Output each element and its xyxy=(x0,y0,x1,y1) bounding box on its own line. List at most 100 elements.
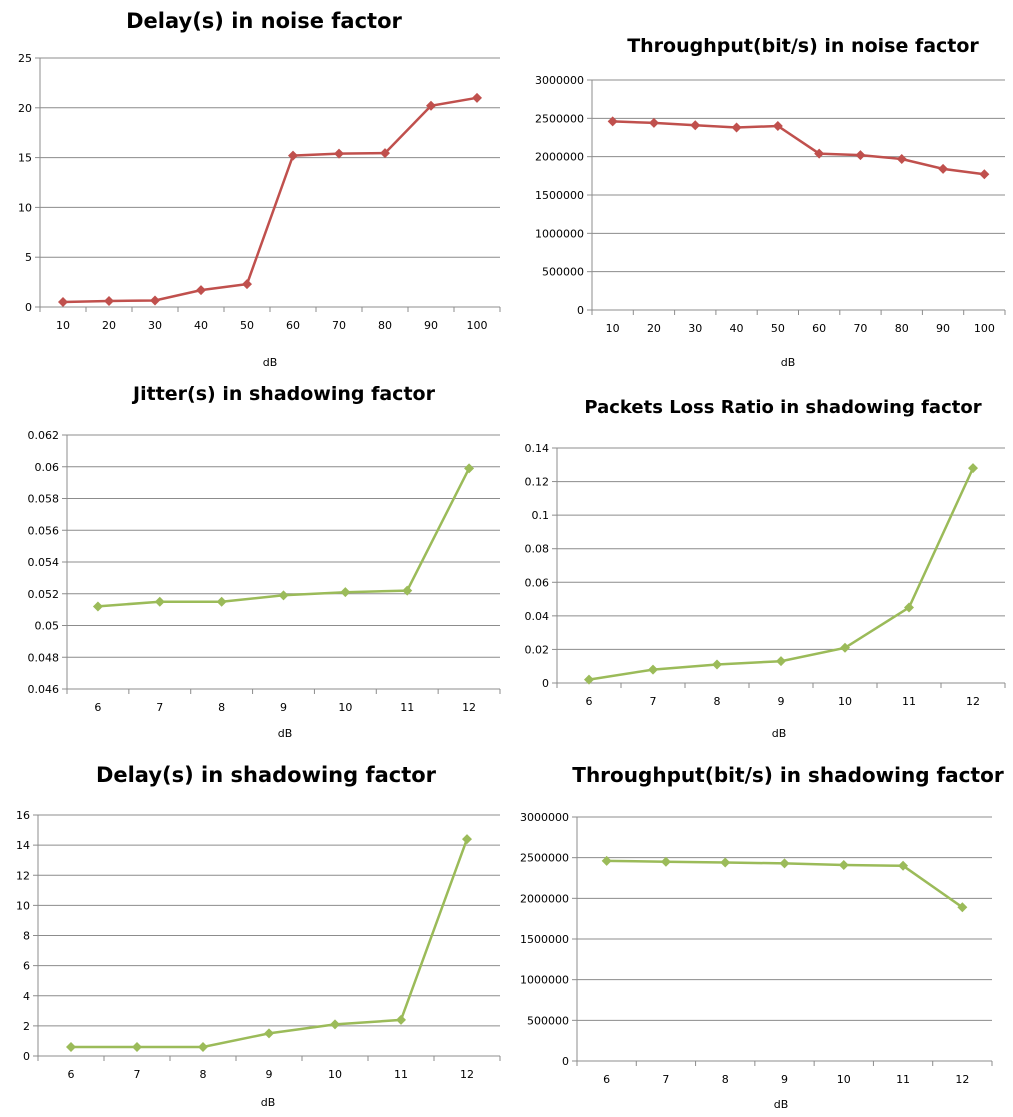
data-point xyxy=(838,859,849,870)
data-point xyxy=(150,295,160,306)
x-tick-label: 11 xyxy=(400,701,414,714)
x-tick-label: 12 xyxy=(966,695,980,708)
x-tick-label: 10 xyxy=(838,695,852,708)
y-tick-label: 0.02 xyxy=(525,643,550,656)
y-tick-label: 0.14 xyxy=(525,442,550,455)
y-tick-label: 2000000 xyxy=(535,151,584,164)
data-point xyxy=(904,602,914,613)
data-point xyxy=(601,855,612,866)
data-point xyxy=(380,148,390,159)
data-point xyxy=(334,148,344,159)
x-axis-label: dB xyxy=(774,1098,789,1111)
data-point xyxy=(776,656,786,667)
y-tick-label: 0.052 xyxy=(28,588,60,601)
data-point xyxy=(648,664,658,675)
x-tick-label: 12 xyxy=(955,1073,969,1086)
x-tick-label: 80 xyxy=(378,319,392,332)
data-point xyxy=(472,92,482,103)
chart-svg: Throughput(bit/s) in shadowing factor 0 50… xyxy=(520,763,1004,1111)
data-point xyxy=(216,596,227,607)
data-point xyxy=(660,856,671,867)
y-tick-label: 0 xyxy=(562,1055,569,1068)
x-tick-label: 7 xyxy=(650,695,657,708)
x-tick-label: 20 xyxy=(102,319,116,332)
y-tick-label: 0.05 xyxy=(35,620,60,633)
x-tick-label: 9 xyxy=(266,1068,273,1081)
y-tick-label: 25 xyxy=(18,52,32,65)
x-tick-label: 10 xyxy=(606,322,620,335)
y-tick-label: 1000000 xyxy=(520,974,569,987)
data-point xyxy=(690,120,701,131)
y-tick-label: 2500000 xyxy=(520,852,569,865)
data-point xyxy=(278,590,289,601)
x-tick-label: 50 xyxy=(771,322,785,335)
x-axis-label: dB xyxy=(263,356,278,369)
x-axis-label: dB xyxy=(781,356,796,369)
data-point xyxy=(938,163,949,174)
data-point xyxy=(104,296,114,307)
chart-title: Throughput(bit/s) in noise factor xyxy=(627,35,979,57)
data-point xyxy=(198,1041,208,1052)
data-point xyxy=(731,122,742,133)
chart-title: Jitter(s) in shadowing factor xyxy=(131,383,436,405)
y-tick-label: 0.046 xyxy=(28,683,60,696)
x-tick-label: 9 xyxy=(778,695,785,708)
x-tick-label: 70 xyxy=(332,319,346,332)
data-point xyxy=(896,153,907,164)
data-point xyxy=(58,297,68,308)
data-point xyxy=(840,642,850,653)
data-point xyxy=(779,858,790,869)
x-tick-label: 6 xyxy=(586,695,593,708)
y-tick-label: 0 xyxy=(542,677,549,690)
x-axis-label: dB xyxy=(772,727,787,740)
x-tick-label: 90 xyxy=(424,319,438,332)
x-tick-label: 100 xyxy=(467,319,488,332)
x-tick-label: 40 xyxy=(730,322,744,335)
x-tick-label: 10 xyxy=(328,1068,342,1081)
y-tick-label: 3000000 xyxy=(535,74,584,87)
chart-title: Delay(s) in noise factor xyxy=(126,9,402,33)
chart-svg: Jitter(s) in shadowing factor 0.046 0.048 0… xyxy=(28,383,501,740)
y-tick-label: 20 xyxy=(18,102,32,115)
x-tick-label: 10 xyxy=(837,1073,851,1086)
y-tick-label: 2000000 xyxy=(520,892,569,905)
y-tick-label: 2 xyxy=(23,1020,30,1033)
data-point xyxy=(720,857,731,868)
data-point xyxy=(330,1019,340,1030)
x-tick-label: 8 xyxy=(722,1073,729,1086)
x-tick-label: 12 xyxy=(462,701,476,714)
x-tick-label: 12 xyxy=(460,1068,474,1081)
x-tick-label: 10 xyxy=(338,701,352,714)
x-tick-label: 60 xyxy=(812,322,826,335)
y-tick-label: 0.056 xyxy=(28,524,60,537)
data-point xyxy=(396,1014,406,1025)
data-point xyxy=(712,659,722,670)
x-tick-label: 8 xyxy=(200,1068,207,1081)
y-tick-label: 5 xyxy=(25,251,32,264)
data-point xyxy=(92,601,103,612)
y-tick-label: 0.054 xyxy=(28,556,60,569)
y-tick-label: 0.06 xyxy=(525,576,550,589)
x-tick-label: 20 xyxy=(647,322,661,335)
data-point xyxy=(968,463,978,474)
x-tick-label: 80 xyxy=(895,322,909,335)
x-axis-label: dB xyxy=(261,1096,276,1109)
chart-svg: Packets Loss Ratio in shadowing factor 0 0… xyxy=(525,397,1006,740)
data-point xyxy=(772,121,783,131)
y-tick-label: 6 xyxy=(23,960,30,973)
y-tick-label: 500000 xyxy=(542,266,584,279)
x-tick-label: 11 xyxy=(394,1068,408,1081)
x-tick-label: 11 xyxy=(896,1073,910,1086)
series-line xyxy=(612,120,985,176)
series-line xyxy=(71,838,469,1049)
x-tick-label: 6 xyxy=(603,1073,610,1086)
data-point xyxy=(898,860,909,871)
data-point xyxy=(154,596,165,607)
data-point xyxy=(648,117,659,128)
x-axis-label: dB xyxy=(278,727,293,740)
y-tick-label: 14 xyxy=(16,839,30,852)
x-tick-label: 30 xyxy=(688,322,702,335)
chart-svg: Delay(s) in shadowing factor 0 2 4 6 8 10 12 14 1… xyxy=(16,763,501,1109)
x-tick-label: 50 xyxy=(240,319,254,332)
y-tick-label: 3000000 xyxy=(520,811,569,824)
